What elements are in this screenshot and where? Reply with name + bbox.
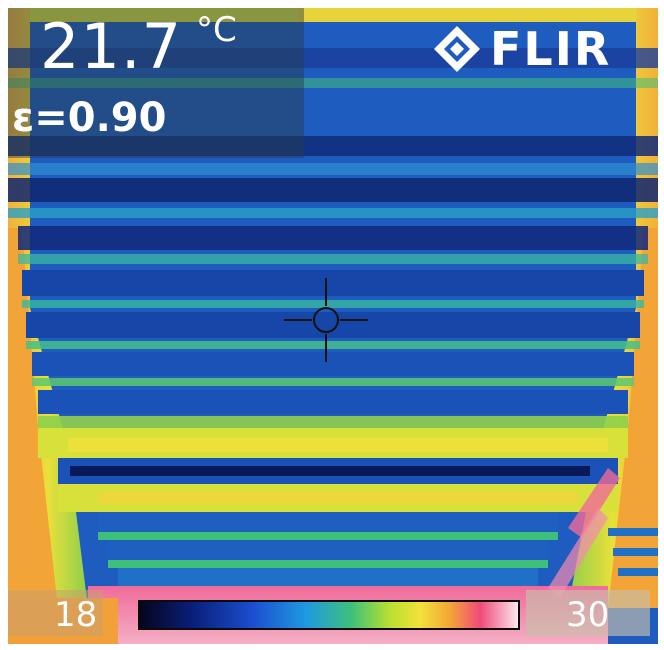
scale-min-box <box>8 590 103 636</box>
brand-name: FLIR <box>490 22 612 76</box>
temperature-overlay <box>8 8 304 158</box>
scale-min-label: 18 <box>54 595 98 635</box>
scale-max-box <box>526 590 650 636</box>
brand-logo: FLIR <box>432 22 642 76</box>
temperature-unit: °C <box>196 10 237 50</box>
ceiling-slats <box>8 48 658 428</box>
emissivity-readout: ε=0.90 <box>12 95 167 141</box>
thermal-scene <box>8 8 658 644</box>
scale-max-label: 30 <box>566 595 610 635</box>
temperature-readout: 21.7 <box>40 10 183 83</box>
crosshair-icon <box>284 278 368 362</box>
flir-logo-icon <box>434 26 480 72</box>
thermal-image-frame <box>8 8 658 644</box>
color-scale-bar <box>138 600 520 630</box>
